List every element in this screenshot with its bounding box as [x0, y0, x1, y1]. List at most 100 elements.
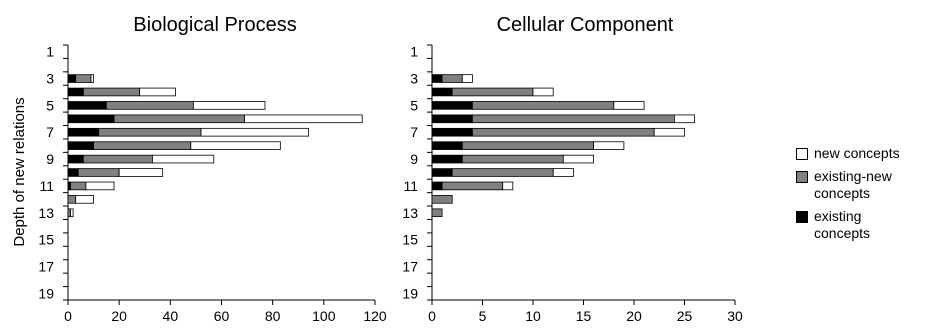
cc-bar-segment	[674, 114, 696, 124]
cc-bar-segment	[461, 141, 594, 150]
bp-x-tick-label: 0	[64, 308, 72, 324]
bp-title: Biological Process	[133, 14, 296, 36]
legend-label-existing-new: existing-new concepts	[814, 168, 892, 201]
cc-y-tick-label: 15	[402, 232, 418, 248]
bp-y-tick-label: 7	[46, 124, 54, 140]
bp-bar-segment	[90, 74, 94, 83]
bp-bar-segment	[113, 114, 245, 124]
cc-x-tick-label: 25	[677, 308, 693, 324]
bp-bar-segment	[67, 168, 79, 177]
cc-bar-segment	[562, 154, 594, 164]
cc-bar-segment	[431, 168, 453, 177]
y-axis-label: Depth of new relations	[11, 97, 28, 246]
bp-bar-segment	[139, 87, 176, 97]
legend-label-existing: existing concepts	[814, 208, 871, 241]
legend-label-new: new concepts	[814, 145, 900, 161]
cc-x-tick-label: 10	[525, 308, 541, 324]
bp-y-tick-label: 17	[38, 258, 54, 274]
cc-bar-segment	[471, 101, 615, 110]
bp-x-tick-label: 60	[214, 308, 230, 324]
legend-item-new: new concepts	[796, 145, 921, 162]
cc-bar-segment	[461, 74, 473, 83]
cc-x-tick-label: 0	[428, 308, 436, 324]
cc-bar-segment	[461, 154, 564, 164]
cc-bar-segment	[431, 181, 443, 191]
cc-bar-segment	[451, 168, 554, 177]
cc-bar-segment	[431, 74, 443, 83]
cc-bar-segment	[431, 195, 453, 204]
cc-bar-segment	[431, 141, 463, 150]
cc-x-tick-label: 20	[626, 308, 642, 324]
bp-bar-segment	[75, 74, 92, 83]
cc-y-tick-label: 19	[402, 285, 418, 301]
bp-bar-segment	[70, 208, 74, 218]
cc-bar-segment	[653, 127, 685, 137]
cc-title: Cellular Component	[497, 14, 674, 36]
bp-bar-segment	[85, 181, 115, 191]
bp-x-tick-label: 20	[111, 308, 127, 324]
cc-x-tick-label: 5	[479, 308, 487, 324]
cc-y-tick-label: 9	[410, 151, 418, 167]
bp-bar-segment	[67, 195, 77, 204]
legend: new concepts existing-new concepts exist…	[796, 145, 921, 248]
bp-bar-segment	[152, 154, 215, 164]
bp-y-tick-label: 5	[46, 97, 54, 113]
legend-swatch-existing	[796, 211, 808, 223]
cc-bar-segment	[532, 87, 554, 97]
bp-bar-segment	[105, 101, 194, 110]
cc-bar-segment	[471, 114, 675, 124]
bp-bar-segment	[67, 114, 115, 124]
cc-bar-segment	[552, 168, 574, 177]
cc-bar-segment	[431, 208, 443, 218]
cc-bar-segment	[451, 87, 534, 97]
legend-swatch-new	[796, 148, 808, 160]
bp-x-tick-label: 80	[265, 308, 281, 324]
bp-y-tick-label: 11	[39, 178, 54, 194]
bp-y-tick-label: 1	[46, 44, 54, 60]
bp-bar-segment	[77, 168, 120, 177]
cc-bar-segment	[431, 154, 463, 164]
cc-y-tick-label: 3	[410, 71, 418, 87]
cc-bar-segment	[502, 181, 514, 191]
legend-item-existing: existing concepts	[796, 208, 921, 242]
cc-y-tick-label: 1	[410, 44, 418, 60]
bp-y-tick-label: 3	[46, 71, 54, 87]
legend-item-existing-new: existing-new concepts	[796, 168, 921, 202]
bp-y-tick-label: 13	[38, 205, 54, 221]
bp-bar-segment	[67, 87, 84, 97]
bp-bar-segment	[93, 141, 192, 150]
cc-bar-segment	[471, 127, 655, 137]
cc-bar-segment	[441, 181, 504, 191]
cc-bar-segment	[431, 87, 453, 97]
bp-bar-segment	[67, 74, 77, 83]
bp-bar-segment	[244, 114, 363, 124]
cc-bar-segment	[613, 101, 645, 110]
cc-bar-segment	[431, 114, 473, 124]
bp-bar-segment	[67, 127, 100, 137]
cc-y-tick-label: 17	[402, 258, 418, 274]
bp-y-tick-label: 15	[38, 232, 54, 248]
bp-bar-segment	[118, 168, 164, 177]
bp-bar-segment	[67, 141, 94, 150]
cc-bar-segment	[431, 101, 473, 110]
bp-y-tick-label: 19	[38, 285, 54, 301]
bp-bar-segment	[190, 141, 281, 150]
bp-bar-segment	[67, 101, 107, 110]
cc-y-tick-label: 5	[410, 97, 418, 113]
bp-bar-segment	[75, 195, 94, 204]
bp-bar-segment	[70, 181, 87, 191]
bp-y-tick-label: 9	[46, 151, 54, 167]
cc-x-tick-label: 30	[727, 308, 743, 324]
cc-y-tick-label: 13	[402, 205, 418, 221]
cc-bar-segment	[593, 141, 625, 150]
legend-swatch-existing-new	[796, 171, 808, 183]
cc-y-tick-label: 11	[403, 178, 418, 194]
bp-x-tick-label: 120	[363, 308, 387, 324]
bp-bar-segment	[82, 87, 141, 97]
bp-bar-segment	[82, 154, 153, 164]
cc-y-tick-label: 7	[410, 124, 418, 140]
bp-x-tick-label: 40	[163, 308, 179, 324]
bp-bar-segment	[98, 127, 202, 137]
bp-bar-segment	[200, 127, 309, 137]
